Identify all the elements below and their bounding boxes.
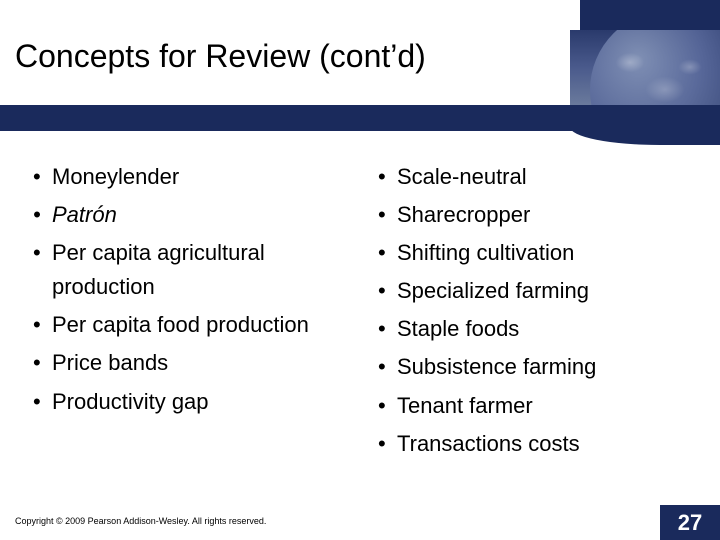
concept-item: Moneylender [30,160,345,194]
page-number-box: 27 [660,505,720,540]
concept-item: Patrón [30,198,345,232]
concept-item: Specialized farming [375,274,690,308]
concept-item: Per capita agricultural production [30,236,345,304]
slide-header: Concepts for Review (cont’d) [0,0,720,105]
concept-item: Subsistence farming [375,350,690,384]
slide-title: Concepts for Review (cont’d) [15,38,426,75]
concept-item: Per capita food production [30,308,345,342]
decor-navy-top [580,0,720,30]
content-area: Moneylender Patrón Per capita agricultural… [30,160,690,465]
concept-item: Tenant farmer [375,389,690,423]
copyright-text: Copyright © 2009 Pearson Addison-Wesley.… [15,516,266,526]
concept-list-right: Scale-neutral Sharecropper Shifting cultiv… [375,160,690,461]
right-column: Scale-neutral Sharecropper Shifting cultiv… [375,160,690,465]
concept-item: Scale-neutral [375,160,690,194]
concept-item: Transactions costs [375,427,690,461]
concept-item: Price bands [30,346,345,380]
concept-list-left: Moneylender Patrón Per capita agricultural… [30,160,345,419]
concept-item: Sharecropper [375,198,690,232]
concept-item: Shifting cultivation [375,236,690,270]
decor-navy-curve [570,127,720,145]
concept-item: Productivity gap [30,385,345,419]
concept-item: Staple foods [375,312,690,346]
globe-decoration [570,30,720,105]
page-number: 27 [678,510,702,536]
left-column: Moneylender Patrón Per capita agricultural… [30,160,345,465]
